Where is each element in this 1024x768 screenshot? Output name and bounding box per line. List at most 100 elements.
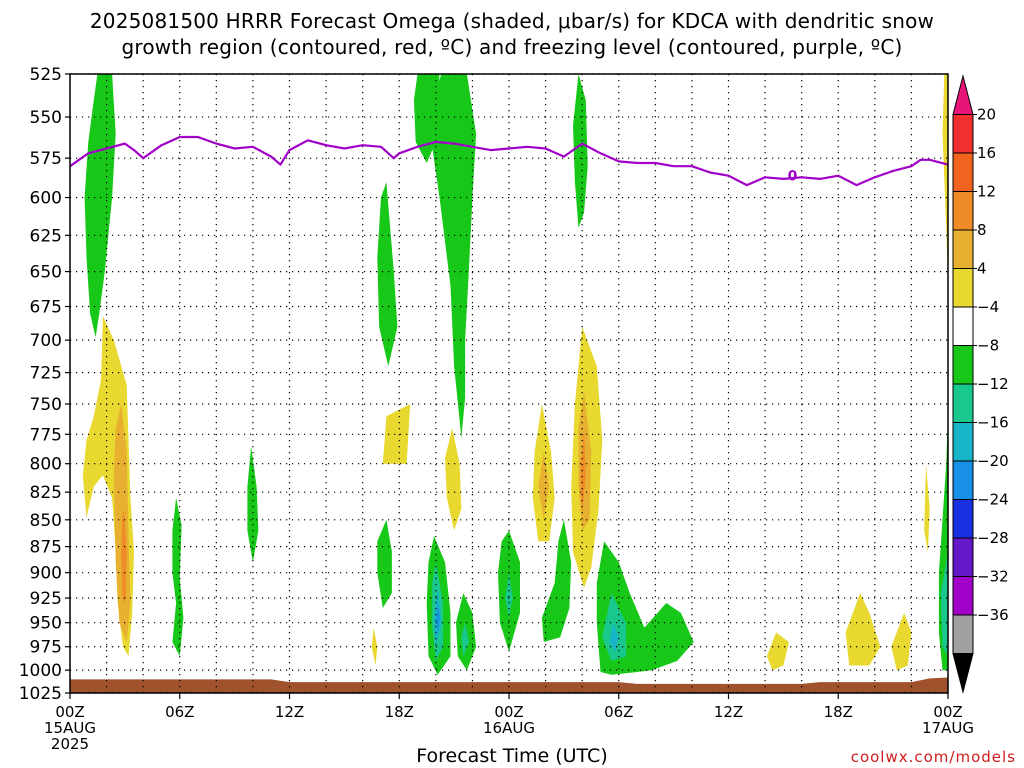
colorbar-segment: [952, 537, 974, 577]
x-axis-title: Forecast Time (UTC): [416, 745, 608, 767]
colorbar-label: 4: [977, 260, 987, 278]
colorbar-label: −12: [977, 375, 1009, 393]
chart-title-line2: growth region (contoured, red, ºC) and f…: [121, 35, 903, 59]
y-tick-label: 550: [30, 108, 62, 128]
y-tick-label: 575: [30, 149, 62, 169]
omega-region: [541, 519, 572, 642]
colorbar-label: −36: [977, 606, 1009, 624]
colorbar-label: −20: [977, 452, 1009, 470]
colorbar-segment: [952, 499, 974, 539]
colorbar-segment: [952, 268, 974, 308]
omega-region: [538, 452, 550, 520]
colorbar-segment: [952, 460, 974, 500]
colorbar-segment: [952, 152, 974, 192]
freezing-level-line: [69, 135, 949, 187]
colorbar-label: −4: [977, 298, 999, 316]
omega-region: [766, 632, 789, 671]
colorbar-label: −28: [977, 529, 1009, 547]
y-tick-label: 725: [30, 364, 62, 384]
y-tick-label: 650: [30, 263, 62, 283]
omega-region: [430, 74, 477, 438]
y-axis-labels: 525 550 575 600 625 650 675 700 725 750 775 800 825 8…: [19, 65, 70, 704]
x-tick-label: 18Z: [824, 703, 853, 721]
chart-title: 2025081500 HRRR Forecast Omega (shaded, …: [0, 8, 1024, 60]
omega-region: [445, 428, 462, 531]
colorbar-segment: [952, 114, 974, 154]
omega-region: [609, 622, 619, 652]
omega-region: [84, 74, 116, 338]
y-tick-label: 700: [30, 331, 62, 351]
y-tick-label: 850: [30, 511, 62, 531]
omega-region: [940, 551, 948, 657]
y-tick-label: 675: [30, 298, 62, 318]
colorbar-cap-bottom: [952, 653, 974, 694]
y-tick-label: 750: [30, 395, 62, 415]
omega-region: [377, 182, 398, 367]
omega-region: [436, 603, 440, 635]
omega-region: [371, 627, 378, 666]
chart-title-line1: 2025081500 HRRR Forecast Omega (shaded, …: [89, 9, 935, 33]
x-tick-label: 2025: [51, 735, 89, 753]
y-tick-label: 825: [30, 483, 62, 503]
colorbar-segment: [952, 422, 974, 462]
x-tick-label: 16AUG: [483, 719, 535, 737]
x-tick-label: 15AUG: [44, 719, 96, 737]
omega-region: [573, 74, 588, 228]
x-tick-label: 12Z: [275, 703, 304, 721]
x-tick-label: 12Z: [714, 703, 743, 721]
x-tick-label: 06Z: [604, 703, 633, 721]
colorbar-segment: [952, 383, 974, 423]
omega-region: [505, 572, 513, 618]
x-tick-label: 00Z: [55, 703, 84, 721]
omega-region: [382, 404, 411, 464]
colorbar-label: 20: [977, 106, 996, 124]
y-tick-label: 1025: [19, 684, 62, 704]
omega-shading-layer: [82, 74, 948, 675]
omega-region: [172, 497, 184, 657]
terrain-layer: [70, 677, 948, 693]
x-tick-label: 17AUG: [922, 719, 974, 737]
omega-region: [377, 519, 392, 608]
y-tick-label: 950: [30, 614, 62, 634]
omega-region: [891, 612, 912, 671]
terrain-fill: [70, 677, 948, 693]
x-tick-label: 18Z: [385, 703, 414, 721]
omega-region: [461, 622, 469, 657]
freezing-level-label: 0: [788, 169, 798, 185]
freezing-level-layer: 0: [69, 135, 949, 187]
y-tick-label: 925: [30, 589, 62, 609]
x-tick-label: 06Z: [165, 703, 194, 721]
x-tick-label: 00Z: [933, 703, 962, 721]
colorbar-segment: [952, 345, 974, 385]
credit-link[interactable]: coolwx.com/models: [850, 748, 1016, 766]
colorbar-segment: [952, 306, 974, 346]
colorbar-segment: [952, 614, 974, 654]
omega-region: [924, 463, 930, 552]
x-tick-label: 00Z: [494, 703, 523, 721]
omega-region: [121, 508, 127, 603]
colorbar-label: 8: [977, 221, 987, 239]
colorbar-label: 16: [977, 144, 996, 162]
omega-region: [580, 428, 586, 515]
colorbar-label: −8: [977, 337, 999, 355]
y-tick-label: 900: [30, 564, 62, 584]
colorbar-segment: [952, 229, 974, 269]
colorbar-cap-top: [952, 74, 974, 115]
colorbar-label: −32: [977, 568, 1009, 586]
colorbar-label: 12: [977, 183, 996, 201]
y-tick-label: 525: [30, 65, 62, 85]
colorbar-label: −24: [977, 491, 1009, 509]
colorbar-label: −16: [977, 414, 1009, 432]
colorbar: 20 16 12 8 4 −4 −8 −12 −16 −20 −24 −28 −32 −36: [952, 74, 1009, 694]
colorbar-segment: [952, 191, 974, 231]
y-tick-label: 875: [30, 538, 62, 558]
colorbar-segment: [952, 576, 974, 616]
y-tick-label: 800: [30, 455, 62, 475]
y-tick-label: 1000: [19, 661, 62, 681]
y-tick-label: 775: [30, 425, 62, 445]
omega-region: [942, 74, 948, 286]
omega-region: [845, 593, 881, 666]
y-tick-label: 975: [30, 638, 62, 658]
